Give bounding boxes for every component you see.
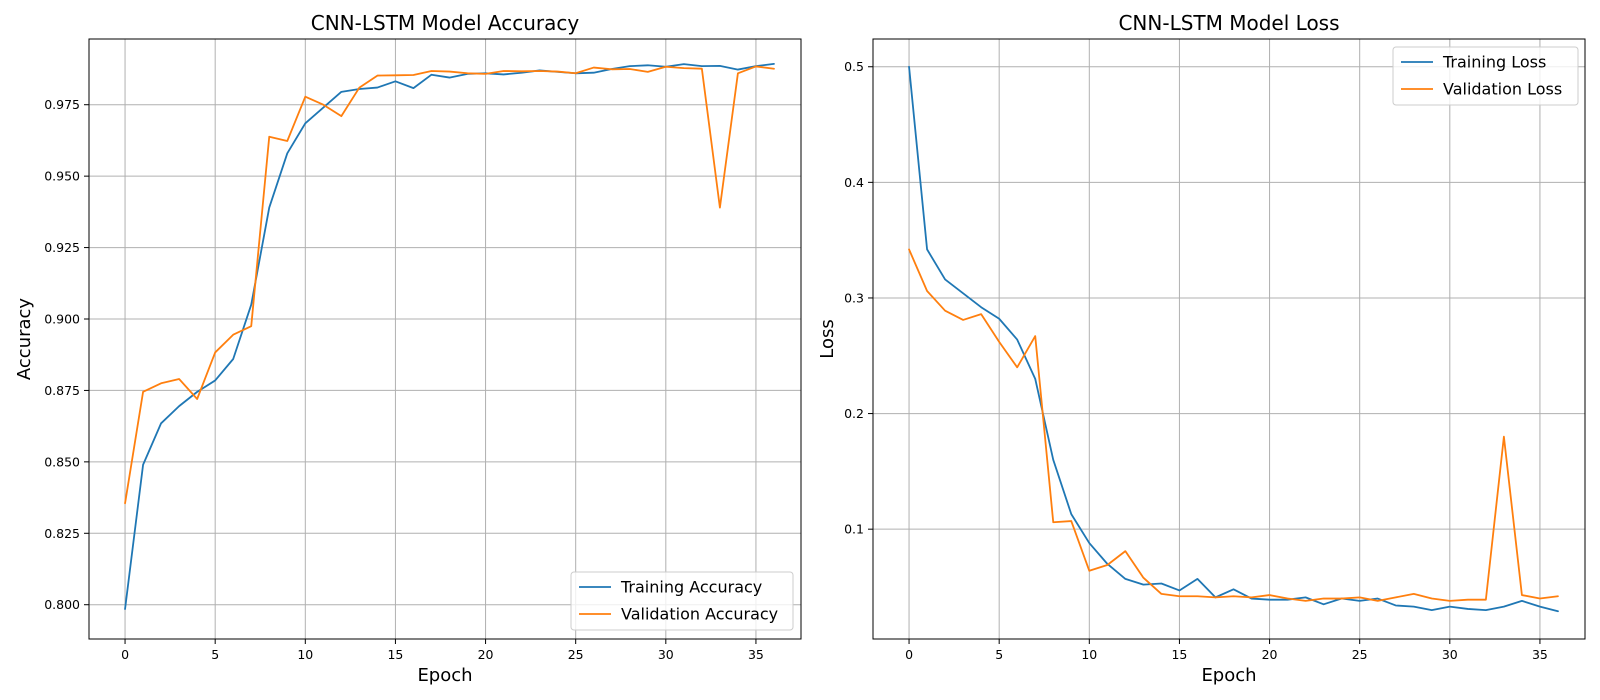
loss-x-tick-label: 15	[1171, 647, 1187, 662]
loss-legend: Training Loss Validation Loss	[1392, 46, 1579, 106]
accuracy-y-tick-label: 0.850	[44, 454, 80, 469]
accuracy-x-tick-label: 35	[748, 647, 764, 662]
accuracy-legend-box	[570, 571, 794, 631]
loss-legend-box	[1392, 46, 1579, 106]
accuracy-x-tick-label: 10	[297, 647, 313, 662]
loss-x-axis-label: Epoch	[1201, 665, 1256, 686]
accuracy-legend: Training Accuracy Validation Accuracy	[570, 571, 794, 631]
accuracy-x-tick-label: 0	[121, 647, 129, 662]
validation-loss-legend-label: Validation Loss	[1443, 80, 1562, 99]
loss-y-ticks: 0.1 0.2 0.3 0.4 0.5	[844, 59, 873, 537]
loss-series	[908, 65, 1559, 613]
loss-y-tick-label: 0.5	[844, 59, 864, 74]
loss-x-tick-label: 25	[1352, 647, 1368, 662]
validation-accuracy-line	[124, 65, 775, 505]
accuracy-y-tick-label: 0.925	[44, 240, 80, 255]
accuracy-x-ticks: 0 5 10 15 20 25 30 35	[121, 639, 764, 662]
accuracy-x-axis-label: Epoch	[417, 665, 472, 686]
accuracy-series	[124, 62, 775, 610]
accuracy-y-tick-label: 0.800	[44, 597, 80, 612]
accuracy-y-axis-label: Accuracy	[14, 298, 35, 381]
loss-x-tick-label: 30	[1442, 647, 1458, 662]
training-loss-legend-label: Training Loss	[1442, 53, 1546, 72]
loss-chart: 0 5 10 15 20 25 30 35 0.1 0.2 0.3 0.4 0.5 CNN-LSTM …	[817, 11, 1586, 686]
validation-loss-line	[908, 248, 1559, 602]
accuracy-plot-frame	[88, 38, 802, 640]
accuracy-chart-title: CNN-LSTM Model Accuracy	[311, 11, 580, 35]
loss-x-tick-label: 20	[1262, 647, 1278, 662]
accuracy-y-tick-label: 0.975	[44, 97, 80, 112]
loss-chart-title: CNN-LSTM Model Loss	[1118, 11, 1339, 35]
training-loss-line	[908, 65, 1559, 613]
accuracy-x-tick-label: 30	[658, 647, 674, 662]
accuracy-y-tick-label: 0.825	[44, 526, 80, 541]
accuracy-x-tick-label: 25	[568, 647, 584, 662]
loss-plot-frame	[872, 38, 1586, 640]
loss-x-ticks: 0 5 10 15 20 25 30 35	[905, 639, 1548, 662]
loss-x-tick-label: 35	[1532, 647, 1548, 662]
accuracy-y-tick-label: 0.875	[44, 383, 80, 398]
loss-x-tick-label: 5	[995, 647, 1003, 662]
training-accuracy-legend-label: Training Accuracy	[620, 578, 762, 597]
loss-y-tick-label: 0.1	[844, 522, 864, 537]
accuracy-y-ticks: 0.800 0.825 0.850 0.875 0.900 0.925 0.950 0.975	[44, 97, 89, 612]
loss-y-tick-label: 0.2	[844, 406, 864, 421]
loss-x-tick-label: 0	[905, 647, 913, 662]
loss-y-tick-label: 0.3	[844, 290, 864, 305]
loss-x-tick-label: 10	[1081, 647, 1097, 662]
loss-y-axis-label: Loss	[817, 319, 838, 358]
accuracy-grid	[89, 39, 801, 639]
validation-accuracy-legend-label: Validation Accuracy	[621, 605, 778, 624]
loss-y-tick-label: 0.4	[844, 175, 864, 190]
accuracy-x-tick-label: 15	[387, 647, 403, 662]
accuracy-chart: 0 5 10 15 20 25 30 35 0.800 0.825 0.850 0.875 0.900…	[14, 11, 802, 686]
accuracy-y-tick-label: 0.900	[44, 312, 80, 327]
accuracy-x-tick-label: 20	[478, 647, 494, 662]
accuracy-y-tick-label: 0.950	[44, 169, 80, 184]
accuracy-x-tick-label: 5	[211, 647, 219, 662]
